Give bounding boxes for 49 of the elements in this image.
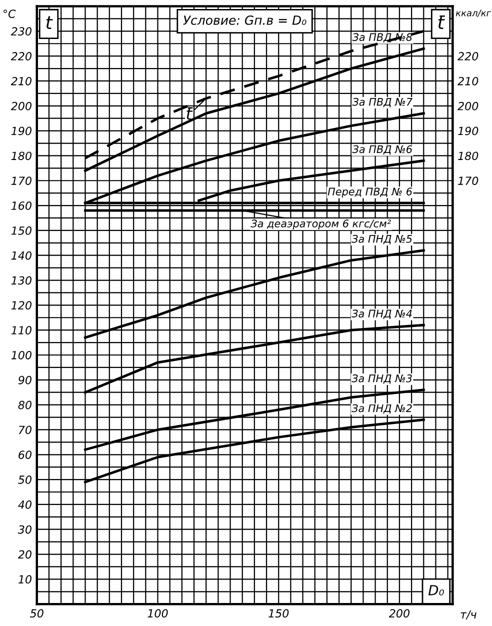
y2-tick-label: 180 bbox=[458, 152, 478, 160]
series-label: За ПВД №6 bbox=[352, 145, 412, 155]
series-label: Перед ПВД № 6 bbox=[328, 188, 412, 198]
annotation: За деаэратором 6 кгс/см² bbox=[250, 220, 391, 230]
y2-tick-label: 190 bbox=[458, 126, 478, 136]
y2-tick-label: 170 bbox=[458, 176, 478, 186]
series-label: За ПНД №5 bbox=[352, 234, 412, 244]
y-tick-label: 130 bbox=[11, 276, 32, 285]
series-label: За ПНД №4 bbox=[352, 310, 412, 320]
series-label: За ПНД №3 bbox=[352, 374, 412, 384]
annotation: t̄ bbox=[186, 107, 193, 120]
y-tick-label: 30 bbox=[18, 525, 32, 534]
y-tick-label: 200 bbox=[10, 102, 32, 110]
y-tick-label: 70 bbox=[18, 426, 32, 434]
annotation: t bbox=[46, 16, 53, 29]
x-axis-title: т/ч bbox=[460, 610, 476, 620]
series-label: За ПНД №2 bbox=[352, 404, 412, 414]
annotation: t̄ bbox=[438, 15, 446, 29]
y2-tick-label: 220 bbox=[458, 52, 478, 60]
y-tick-label: 150 bbox=[11, 226, 32, 235]
y-tick-label: 230 bbox=[10, 27, 32, 36]
y-tick-label: 110 bbox=[11, 326, 32, 334]
y-tick-label: 20 bbox=[18, 550, 32, 559]
y-tick-label: 220 bbox=[10, 52, 32, 60]
x-tick-label: 200 bbox=[388, 609, 410, 618]
y-tick-label: 60 bbox=[18, 450, 32, 460]
y-tick-label: 210 bbox=[10, 76, 32, 86]
y-tick-label: 140 bbox=[11, 251, 32, 260]
y-tick-label: 180 bbox=[11, 152, 32, 160]
y2-tick-label: 210 bbox=[458, 76, 478, 86]
x-tick-label: 150 bbox=[268, 609, 289, 618]
y-tick-label: 10 bbox=[18, 575, 32, 584]
y-tick-label: 160 bbox=[11, 202, 32, 210]
y-tick-label: 120 bbox=[11, 301, 32, 310]
x-tick-label: 100 bbox=[148, 609, 168, 618]
annotation: D₀ bbox=[428, 585, 444, 596]
y-tick-label: 100 bbox=[11, 350, 32, 360]
y-tick-label: 50 bbox=[18, 476, 32, 484]
y-axis-title: °C bbox=[4, 10, 16, 18]
y-tick-label: 190 bbox=[11, 126, 32, 136]
y-tick-label: 90 bbox=[18, 376, 32, 384]
y-tick-label: 40 bbox=[18, 500, 32, 509]
y2-axis-title: ккал/кг bbox=[456, 10, 492, 18]
x-tick-label: 50 bbox=[30, 609, 44, 618]
y-tick-label: 80 bbox=[18, 400, 32, 410]
series-label: За ПВД №7 bbox=[352, 98, 412, 108]
y-tick-label: 170 bbox=[11, 176, 32, 186]
text: Условие: Gп.в = D₀ bbox=[183, 15, 306, 25]
y2-tick-label: 200 bbox=[458, 102, 478, 110]
